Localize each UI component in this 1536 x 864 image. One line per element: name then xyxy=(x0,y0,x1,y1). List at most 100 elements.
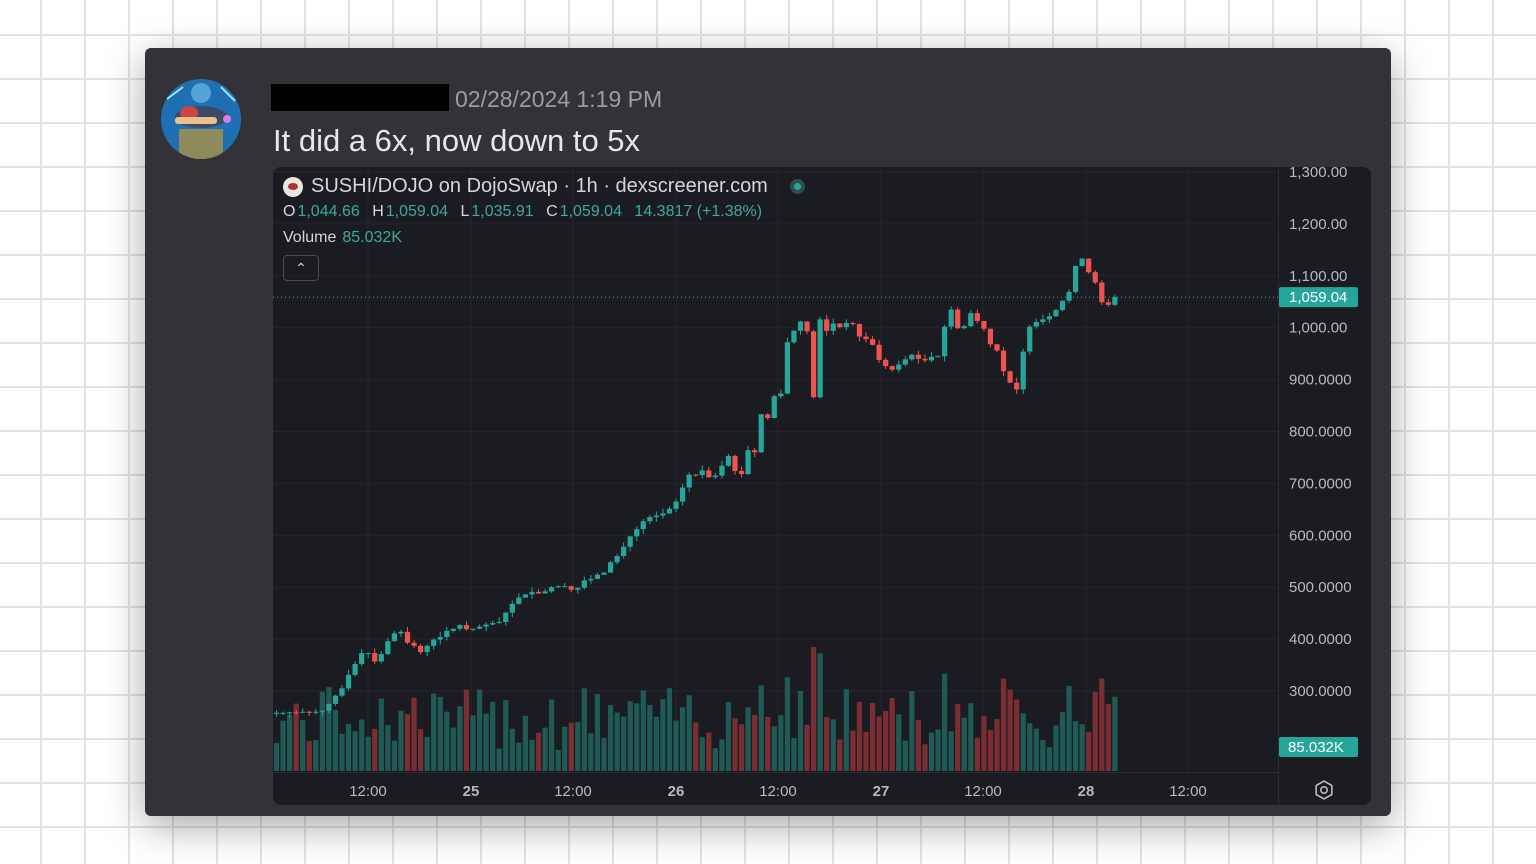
time-tick-label: 12:00 xyxy=(554,783,592,800)
candle-body xyxy=(837,323,843,328)
volume-legend: Volume 85.032K xyxy=(283,229,402,247)
volume-bar xyxy=(607,704,614,771)
volume-bar xyxy=(332,709,339,771)
price-chart[interactable] xyxy=(273,167,1278,772)
time-axis[interactable]: 12:00 25 12:00 26 12:00 27 12:00 28 12:00 xyxy=(273,772,1278,805)
user-avatar[interactable] xyxy=(161,79,241,159)
candle-body xyxy=(634,529,640,537)
volume-bar xyxy=(1027,723,1033,771)
message-text: It did a 6x, now down to 5x xyxy=(273,123,641,158)
candle-body xyxy=(470,628,476,630)
candle-body xyxy=(345,674,352,689)
volume-bar xyxy=(915,720,921,771)
volume-bar xyxy=(955,704,961,771)
candle-body xyxy=(896,364,902,370)
volume-bar xyxy=(352,731,358,771)
volume-bar xyxy=(725,702,732,771)
candle-body xyxy=(830,323,836,331)
candle-body xyxy=(666,508,673,514)
volume-bar xyxy=(680,707,686,771)
collapse-legend-button[interactable]: ⌃ xyxy=(283,255,319,281)
volume-bar xyxy=(444,711,450,771)
candle-body xyxy=(981,320,987,329)
candle-body xyxy=(1073,265,1079,292)
volume-bar xyxy=(883,710,889,771)
candle-body xyxy=(706,470,712,478)
candle-body xyxy=(994,344,1000,351)
time-axis-labels: 12:00 25 12:00 26 12:00 27 12:00 28 12:00 xyxy=(349,783,1207,800)
candle-body xyxy=(418,645,424,653)
low-label: L xyxy=(460,203,470,220)
volume-bar xyxy=(391,740,397,771)
candle-body xyxy=(404,631,411,643)
candle-body xyxy=(293,712,299,714)
volume-bar xyxy=(1079,724,1085,771)
open-label: O xyxy=(283,203,296,220)
volume-bar xyxy=(752,714,758,771)
volume-bar xyxy=(843,689,849,771)
volume-bar xyxy=(450,727,456,771)
volume-bar xyxy=(791,738,797,771)
candle-body xyxy=(568,586,574,590)
candle-body xyxy=(869,339,876,345)
candle-body xyxy=(1053,310,1059,317)
volume-bar xyxy=(431,693,437,771)
candle-body xyxy=(974,313,980,321)
candle-body xyxy=(719,465,725,476)
volume-bar xyxy=(581,688,587,771)
candle-body xyxy=(811,331,817,398)
candle-body xyxy=(306,711,312,713)
volume-bar xyxy=(496,748,502,771)
candle-body xyxy=(784,342,790,394)
settings-gear-icon[interactable] xyxy=(1313,779,1335,801)
volume-bar xyxy=(732,718,738,771)
volume-bar xyxy=(935,729,941,771)
candle-body xyxy=(549,587,555,592)
volume-bar xyxy=(273,743,280,771)
volume-bar xyxy=(555,749,561,771)
candle-body xyxy=(909,354,915,360)
candle-body xyxy=(961,326,967,329)
chart-title: SUSHI/DOJO on DojoSwap · 1h · dexscreene… xyxy=(311,175,768,197)
candle-body xyxy=(1033,321,1039,327)
price-axis[interactable]: 1,300.00 1,200.00 1,100.00 1,000.00 900.0000… xyxy=(1278,167,1371,805)
volume-bar xyxy=(293,703,299,771)
candle-body xyxy=(391,633,397,642)
volume-bar xyxy=(1105,704,1111,771)
candle-body xyxy=(614,556,620,563)
candle-body xyxy=(1099,282,1105,303)
volume-bar xyxy=(1112,696,1118,771)
volume-bar xyxy=(869,702,876,771)
price-axis-labels: 1,300.00 1,200.00 1,100.00 1,000.00 900.0000… xyxy=(1279,167,1358,757)
volume-bar xyxy=(1007,689,1013,771)
candle-body xyxy=(686,474,692,488)
candle-body xyxy=(738,470,745,475)
avatar-icon xyxy=(161,79,241,159)
redacted-username xyxy=(271,84,449,111)
candle-body xyxy=(581,580,587,588)
candle-body xyxy=(987,328,994,345)
chart-embed[interactable]: SUSHI/DOJO on DojoSwap · 1h · dexscreene… xyxy=(273,167,1371,805)
volume-bar xyxy=(313,739,319,771)
time-tick-label: 26 xyxy=(668,783,685,800)
volume-bar xyxy=(411,697,417,771)
time-tick-label: 12:00 xyxy=(964,783,1002,800)
volume-bar xyxy=(758,685,764,771)
candle-body xyxy=(385,641,391,655)
chevron-up-icon: ⌃ xyxy=(295,260,307,276)
volume-bar xyxy=(784,677,790,771)
low-value: 1,035.91 xyxy=(471,203,534,220)
candle-body xyxy=(516,597,522,604)
candle-body xyxy=(444,630,450,638)
volume-bar xyxy=(300,720,306,771)
message-timestamp: 02/28/2024 1:19 PM xyxy=(455,86,663,112)
candle-body xyxy=(372,653,378,662)
volume-bar xyxy=(738,724,745,771)
candle-body xyxy=(942,326,948,357)
candle-body xyxy=(1027,326,1033,352)
candle-body xyxy=(915,354,921,359)
candle-body xyxy=(575,587,581,590)
close-label: C xyxy=(546,203,558,220)
chart-legend-title: SUSHI/DOJO on DojoSwap · 1h · dexscreene… xyxy=(283,175,805,198)
volume-bar xyxy=(765,716,771,771)
